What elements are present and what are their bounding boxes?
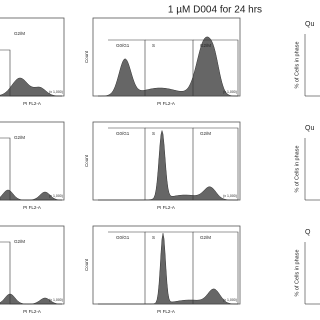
plot-frame bbox=[0, 17, 65, 97]
x-axis-unit: (x 1,000) bbox=[223, 90, 237, 94]
gate bbox=[0, 137, 62, 201]
plot-frame bbox=[0, 225, 65, 305]
y-axis-label: Count bbox=[84, 258, 89, 271]
x-axis-unit: (x 1,000) bbox=[223, 298, 237, 302]
y-axis-label: Count bbox=[84, 50, 89, 63]
histogram bbox=[0, 77, 62, 97]
gate-label: G2/M bbox=[14, 31, 25, 36]
gate-label: G0/G1 bbox=[116, 235, 130, 240]
gate-label: G2/M bbox=[14, 135, 25, 140]
panel-title: Q bbox=[305, 229, 311, 236]
y-axis-label: Count bbox=[84, 154, 89, 167]
gate bbox=[0, 49, 62, 97]
gate-label: G2/M bbox=[200, 43, 211, 48]
gate-label: G2/M bbox=[14, 239, 25, 244]
x-axis-unit: (x 1,000) bbox=[49, 194, 63, 198]
gate bbox=[108, 127, 146, 200]
x-axis-label: PI FL2-A bbox=[23, 309, 41, 314]
gate-label: S bbox=[152, 131, 155, 136]
gate-label: S bbox=[152, 235, 155, 240]
x-axis-label: PI FL2-A bbox=[157, 205, 175, 210]
x-axis-label: PI FL2-A bbox=[23, 205, 41, 210]
x-axis-unit: (x 1,000) bbox=[223, 194, 237, 198]
histogram bbox=[98, 129, 238, 201]
plot-frame bbox=[0, 121, 65, 201]
gate bbox=[193, 127, 239, 200]
gate bbox=[193, 231, 239, 304]
x-axis-label: PI FL2-A bbox=[157, 101, 175, 106]
panel-title: Qu bbox=[305, 125, 314, 132]
gate bbox=[145, 127, 194, 200]
gate-label: G2/M bbox=[200, 131, 211, 136]
histogram bbox=[98, 233, 238, 305]
gate bbox=[0, 241, 62, 305]
gate-label: S bbox=[152, 43, 155, 48]
x-axis-unit: (x 1,000) bbox=[49, 90, 63, 94]
gate-label: G0/G1 bbox=[116, 43, 130, 48]
y-axis-label: % of Cells in phase bbox=[294, 249, 300, 296]
x-axis-label: PI FL2-A bbox=[23, 101, 41, 106]
histogram bbox=[98, 36, 238, 97]
gate bbox=[193, 39, 239, 96]
y-axis-label: % of Cells in phase bbox=[294, 41, 300, 88]
y-axis-label: % of Cells in phase bbox=[294, 145, 300, 192]
gate-label: G0/G1 bbox=[116, 131, 130, 136]
x-axis-label: PI FL2-A bbox=[157, 309, 175, 314]
gate-label: G2/M bbox=[200, 235, 211, 240]
x-axis-unit: (x 1,000) bbox=[49, 298, 63, 302]
panel-title: Qu bbox=[305, 21, 314, 28]
gate bbox=[108, 231, 146, 304]
gate bbox=[145, 39, 194, 96]
gate bbox=[145, 231, 194, 304]
figure-title: 1 µM D004 for 24 hrs bbox=[168, 5, 262, 16]
